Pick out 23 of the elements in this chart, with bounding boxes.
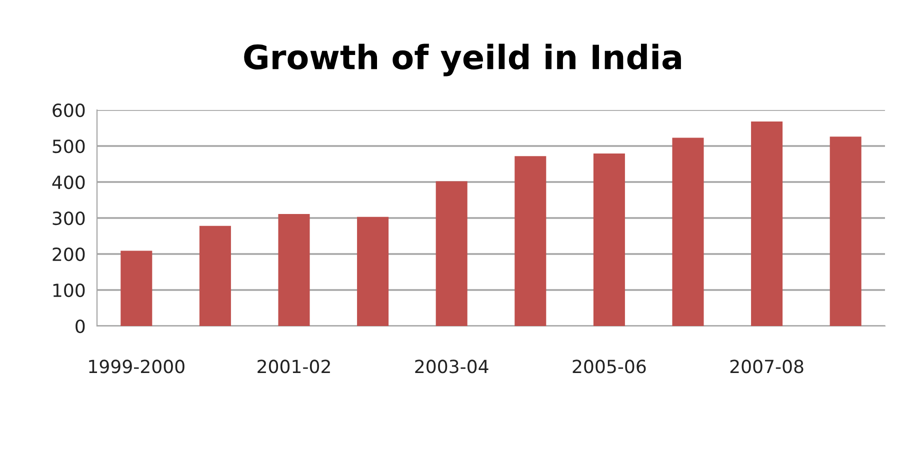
bar — [199, 226, 231, 326]
bar — [436, 181, 468, 326]
y-tick-label: 300 — [52, 211, 85, 226]
bar — [120, 250, 152, 326]
x-tick-label: 2003-04 — [415, 360, 488, 374]
x-tick-label: 2005-06 — [572, 360, 646, 374]
bar — [672, 138, 704, 326]
bar — [751, 122, 783, 326]
bar — [593, 154, 625, 326]
bar — [514, 156, 546, 326]
bar — [357, 216, 389, 326]
x-tick-label: 2007-08 — [730, 360, 804, 374]
y-tick-label: 0 — [76, 319, 85, 334]
y-tick-label: 600 — [52, 103, 85, 118]
bar — [830, 136, 862, 326]
bar — [278, 214, 310, 326]
x-tick-label: 1999-2000 — [89, 360, 184, 374]
chart-title: Growth of yeild in India — [244, 44, 681, 76]
y-tick-label: 500 — [52, 139, 85, 154]
x-tick-label: 2001-02 — [258, 360, 330, 374]
y-tick-label: 400 — [52, 175, 85, 190]
y-tick-label: 200 — [52, 247, 85, 262]
y-tick-label: 100 — [53, 283, 85, 298]
